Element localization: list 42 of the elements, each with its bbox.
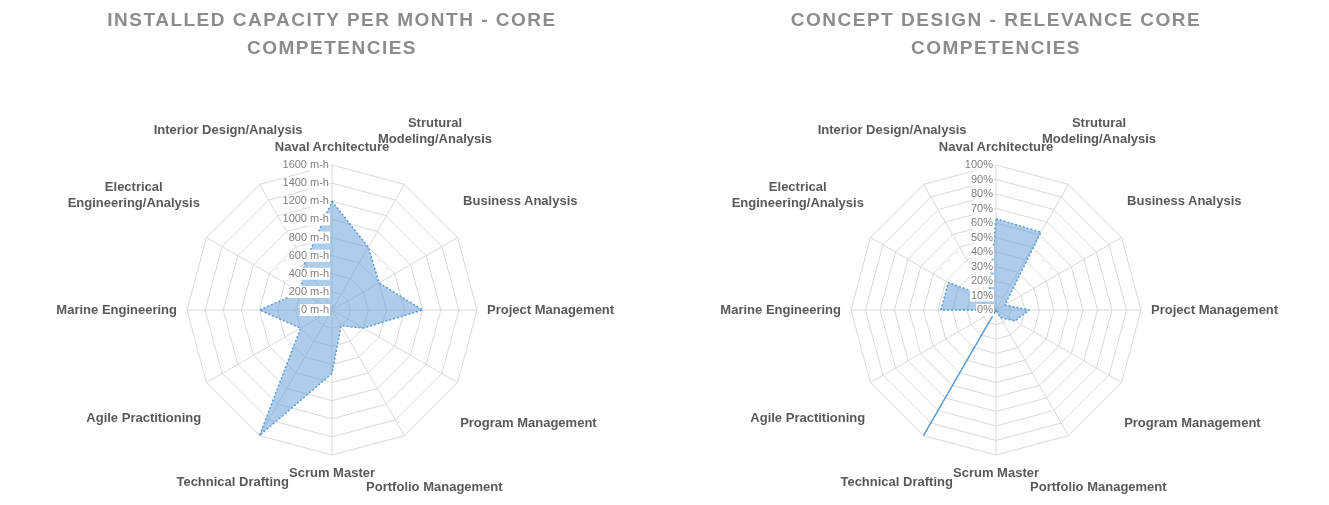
- spoke-label: Marine Engineering: [56, 301, 178, 317]
- spoke-label: Project Management: [1150, 301, 1279, 317]
- y-tick-label: 30%: [970, 259, 994, 272]
- y-tick-label: 1400 m-h: [282, 176, 329, 189]
- spoke-label: Technical Drafting: [176, 473, 289, 489]
- spoke-label: Electrical Engineering/Analysis: [731, 179, 864, 211]
- y-tick-label: 600 m-h: [288, 248, 329, 261]
- spoke-label: Project Management: [486, 301, 615, 317]
- spoke-label: Scrum Master: [953, 464, 1039, 480]
- spoke-label: Electrical Engineering/Analysis: [67, 179, 200, 211]
- y-tick-label: 100%: [964, 158, 994, 171]
- spoke-label: Program Management: [460, 414, 598, 430]
- spoke-label: Agile Practitioning: [86, 410, 202, 426]
- y-tick-label: 1200 m-h: [282, 194, 329, 207]
- y-tick-label: 0 m-h: [300, 303, 329, 316]
- spoke-label: Business Analysis: [463, 192, 578, 208]
- spoke-label: Interior Design/Analysis: [817, 121, 967, 137]
- y-tick-label: 1000 m-h: [282, 212, 329, 225]
- spoke-label: Program Management: [1124, 414, 1262, 430]
- spoke-label: Technical Drafting: [840, 473, 953, 489]
- y-tick-label: 50%: [970, 230, 994, 243]
- y-tick-label: 60%: [970, 216, 994, 229]
- y-tick-label: 400 m-h: [288, 266, 329, 279]
- y-tick-label: 90%: [970, 172, 994, 185]
- y-tick-label: 1600 m-h: [282, 158, 329, 171]
- chart-title: INSTALLED CAPACITY PER MONTH - CORE COMPETENCIES: [106, 8, 558, 60]
- spoke-label: Portfolio Management: [366, 478, 504, 494]
- y-tick-label: 800 m-h: [288, 230, 329, 243]
- spoke-label: Agile Practitioning: [750, 410, 866, 426]
- y-tick-label: 0%: [977, 303, 994, 316]
- spoke-label: Business Analysis: [1127, 192, 1242, 208]
- y-tick-label: 40%: [970, 245, 994, 258]
- spoke-label: Scrum Master: [289, 464, 375, 480]
- y-tick-label: 80%: [970, 187, 994, 200]
- y-tick-label: 20%: [970, 274, 994, 287]
- y-tick-label: 70%: [970, 201, 994, 214]
- y-tick-label: 10%: [970, 288, 994, 301]
- chart-title: CONCEPT DESIGN - RELEVANCE CORE COMPETENCIES: [789, 8, 1203, 60]
- y-tick-label: 200 m-h: [288, 284, 329, 297]
- spoke-label: Marine Engineering: [720, 301, 842, 317]
- spoke-label: Portfolio Management: [1030, 478, 1168, 494]
- spoke-label: Interior Design/Analysis: [153, 121, 303, 137]
